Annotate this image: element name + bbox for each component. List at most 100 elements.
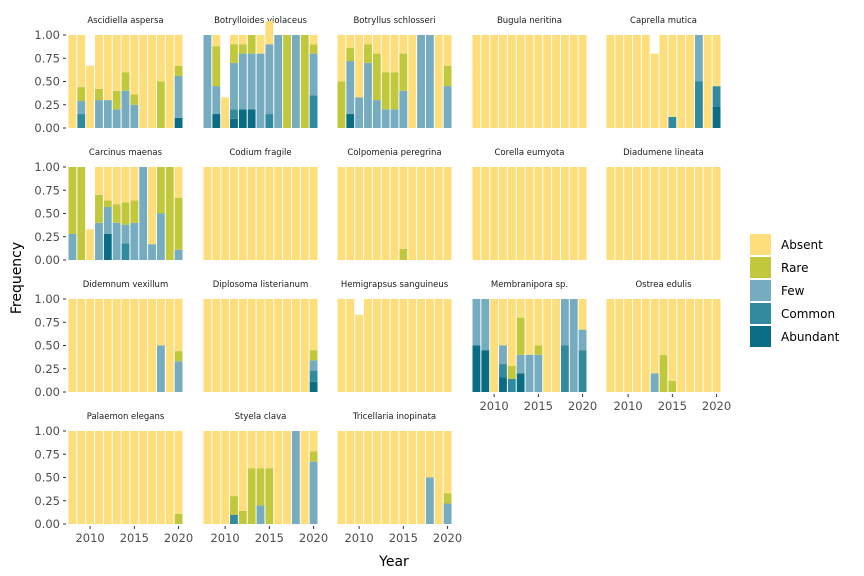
bar-segment: [274, 299, 283, 392]
bar-segment: [221, 167, 230, 260]
bar-segment: [148, 167, 156, 245]
bar-segment: [677, 299, 686, 392]
bar-segment: [212, 86, 221, 115]
bar-segment: [309, 35, 318, 45]
bar-segment: [337, 35, 346, 82]
bar-segment: [425, 477, 434, 524]
bar-segment: [434, 431, 443, 524]
y-tick-label: 0.25: [34, 230, 60, 244]
bar-segment: [434, 35, 443, 128]
facet-title: Membranipora sp.: [491, 280, 568, 290]
bar-segment: [300, 431, 309, 524]
bar-segment: [703, 299, 712, 392]
facet-title: Ascidiella aspersa: [87, 16, 163, 26]
bar-segment: [659, 354, 668, 392]
bar-segment: [174, 249, 183, 260]
bar-segment: [337, 299, 346, 392]
bar-segment: [203, 299, 212, 392]
bar-segment: [417, 35, 425, 128]
bar-segment: [309, 350, 318, 361]
facet-title: Colpomenia peregrina: [347, 148, 441, 158]
bar-segment: [712, 35, 721, 87]
bar-segment: [677, 35, 686, 128]
bar-segment: [238, 167, 247, 260]
bar-segment: [686, 299, 694, 392]
bar-segment: [174, 35, 183, 66]
bar-segment: [686, 167, 694, 260]
bar-segment: [256, 53, 265, 128]
bar-segment: [516, 354, 525, 374]
bar-segment: [516, 167, 525, 260]
bar-segment: [103, 431, 112, 524]
bar-segment: [238, 44, 247, 54]
bar-segment: [443, 167, 452, 260]
bar-segment: [499, 167, 507, 260]
bar-segment: [552, 299, 560, 392]
bar-segment: [77, 35, 86, 88]
bar-segment: [694, 167, 703, 260]
bar-segment: [230, 35, 238, 45]
bar-segment: [694, 81, 703, 128]
facet-title: Caprella mutica: [630, 16, 697, 26]
bar-segment: [534, 167, 543, 260]
facet-title: Carcinus maenas: [89, 148, 163, 158]
bar-segment: [443, 431, 452, 494]
facet-panel: Styela clava 2010 2015 2020: [203, 412, 328, 545]
bar-segment: [103, 200, 112, 207]
x-tick-label: 2020: [164, 531, 193, 545]
bar-segment: [337, 167, 346, 260]
bar-segment: [364, 44, 372, 63]
bar-segment: [390, 109, 399, 128]
facet-title: Bugula neritina: [497, 16, 562, 26]
bar-segment: [139, 167, 148, 260]
y-tick-label: 1.00: [34, 424, 60, 438]
bar-segment: [174, 351, 183, 362]
x-tick-label: 2010: [75, 531, 104, 545]
bar-segment: [668, 167, 677, 260]
x-tick-label: 2015: [389, 531, 418, 545]
bar-segment: [77, 431, 86, 524]
bar-segment: [247, 109, 256, 128]
bar-segment: [68, 299, 77, 392]
bar-segment: [95, 35, 103, 89]
facet-panel: Bugula neritina: [472, 16, 587, 128]
bar-segment: [712, 167, 721, 260]
bar-segment: [712, 86, 721, 107]
bar-segment: [507, 35, 516, 128]
bar-segment: [130, 94, 139, 105]
facet-panel: Ascidiella aspersa 0.00 0.25 0.50 0.75 1.00: [34, 16, 183, 135]
bar-segment: [650, 167, 659, 260]
bar-segment: [256, 468, 265, 506]
bar-segment: [174, 75, 183, 118]
bar-segment: [481, 299, 490, 351]
bar-segment: [390, 167, 399, 260]
bar-segment: [417, 299, 425, 392]
bar-segment: [121, 167, 130, 203]
bar-segment: [578, 350, 587, 392]
bar-segment: [543, 35, 552, 128]
legend-label: Absent: [781, 238, 823, 252]
y-tick-label: 1.00: [34, 292, 60, 306]
bar-segment: [381, 431, 390, 524]
y-tick-label: 0.00: [34, 253, 60, 267]
bar-segment: [247, 431, 256, 469]
bar-segment: [139, 299, 148, 392]
bar-segment: [247, 468, 256, 524]
bar-segment: [381, 109, 390, 128]
bar-segment: [86, 431, 95, 524]
bar-segment: [399, 431, 408, 524]
bar-segment: [668, 299, 677, 381]
bar-segment: [309, 299, 318, 351]
legend-swatch: [750, 234, 771, 255]
bar-segment: [364, 35, 372, 45]
bar-segment: [156, 299, 165, 346]
legend-swatch: [750, 303, 771, 324]
facet-panel: Carcinus maenas 0.00 0.25 0.50 0.75 1.00: [34, 148, 183, 267]
bar-segment: [309, 360, 318, 371]
bar-segment: [174, 513, 183, 524]
bar-segment: [148, 431, 156, 524]
bar-segment: [112, 431, 121, 524]
bar-segment: [95, 222, 103, 260]
bar-segment: [650, 373, 659, 392]
bar-segment: [534, 35, 543, 128]
